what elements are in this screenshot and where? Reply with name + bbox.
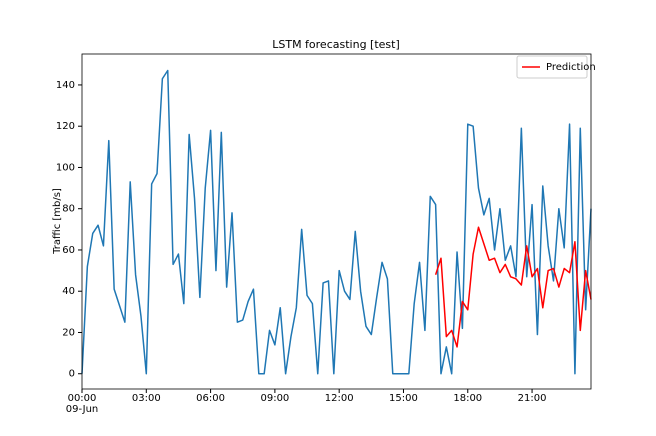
x-tick-label: 18:00: [453, 393, 482, 404]
y-tick-label: 60: [62, 245, 75, 256]
x-tick-label: 00:00: [68, 393, 97, 404]
x-tick-label: 21:00: [518, 393, 547, 404]
y-tick-label: 100: [56, 162, 75, 173]
plot-frame: [81, 53, 592, 390]
y-tick-label: 140: [56, 80, 75, 91]
y-tick-label: 0: [69, 369, 75, 380]
y-tick-label: 120: [56, 121, 75, 132]
y-tick-label: 80: [62, 204, 75, 215]
y-axis-label: Traffic [mb/s]: [52, 188, 63, 255]
series-line: [434, 226, 592, 348]
x-tick-label: 09:00: [260, 393, 289, 404]
legend-box: [516, 55, 588, 79]
legend-label: Prediction: [546, 62, 596, 73]
y-tick-label: 20: [62, 327, 75, 338]
x-tick-label: 06:00: [196, 393, 225, 404]
x-tick-label: 15:00: [389, 393, 418, 404]
series-line: [81, 69, 592, 375]
x-tick-label: 03:00: [132, 393, 161, 404]
x-tick-label: 12:00: [325, 393, 354, 404]
y-tick-label: 40: [62, 286, 75, 297]
x-date-label: 09-Jun: [66, 404, 99, 415]
chart-title: LSTM forecasting [test]: [272, 38, 400, 51]
